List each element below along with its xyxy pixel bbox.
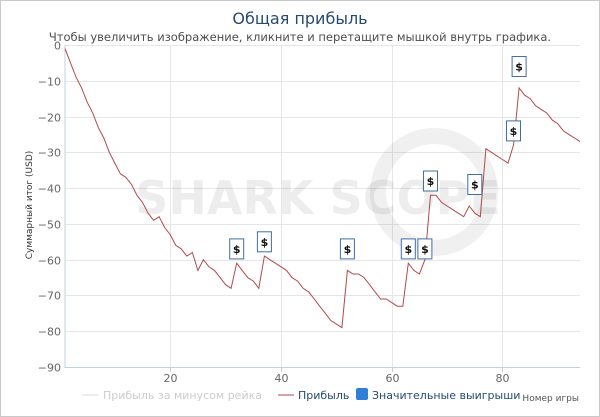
- win-marker-symbol: $: [404, 243, 412, 256]
- win-marker-box: [467, 174, 483, 195]
- win-marker[interactable]: $: [506, 120, 521, 142]
- win-marker-box: [339, 238, 355, 260]
- win-marker-symbol: $: [427, 175, 435, 188]
- y-tick-label: −90: [38, 362, 61, 375]
- legend-label-wins: Значительные выигрыши: [372, 389, 520, 402]
- chart-title: Общая прибыль: [232, 9, 368, 28]
- x-tick-label: 60: [386, 372, 400, 385]
- win-marker[interactable]: $: [417, 238, 433, 260]
- win-marker[interactable]: $: [467, 174, 483, 195]
- y-tick-label: −30: [38, 147, 61, 160]
- legend-label-rakeless: Прибыль за минусом рейка: [103, 389, 262, 402]
- x-tick-label: 40: [275, 372, 289, 385]
- tick-labels: 0 −10 −20 −30 −40 −50 −60 −70 −80 −90 20 40 60 80: [38, 40, 510, 386]
- legend-label-profit: Прибыль: [298, 389, 349, 402]
- win-marker-symbol: $: [261, 236, 269, 249]
- win-marker[interactable]: $: [339, 238, 355, 260]
- win-marker[interactable]: $: [511, 56, 527, 77]
- legend[interactable]: Прибыль за минусом рейка Прибыль Значите…: [82, 388, 520, 402]
- win-marker-box: [506, 120, 521, 142]
- win-marker-box: [423, 170, 438, 192]
- win-marker-box: [256, 231, 272, 253]
- series-line-profit: [64, 48, 581, 329]
- significant-wins-markers[interactable]: $ $ $ $ $ $ $ $ $: [229, 56, 527, 260]
- x-tick-label: 20: [164, 372, 178, 385]
- y-tick-label: −70: [38, 290, 61, 303]
- win-marker-symbol: $: [344, 243, 352, 256]
- y-axis-label: Суммарный итог (USD): [25, 151, 35, 260]
- y-tick-label: −60: [38, 255, 61, 268]
- watermark-ring: [370, 128, 498, 256]
- series: [64, 48, 581, 329]
- y-tick-label: −80: [38, 326, 61, 339]
- win-marker-symbol: $: [510, 125, 518, 138]
- win-marker[interactable]: $: [400, 238, 416, 260]
- y-tick-label: 0: [54, 40, 61, 53]
- x-axis-label: Номер игры: [522, 394, 579, 404]
- y-tick-label: −40: [38, 183, 61, 196]
- y-tick-label: −10: [38, 76, 61, 89]
- x-tick-label: 80: [496, 372, 510, 385]
- legend-item-profit[interactable]: Прибыль: [278, 389, 349, 402]
- y-tick-label: −50: [38, 219, 61, 232]
- win-marker-box: [417, 238, 433, 260]
- legend-item-rakeless[interactable]: Прибыль за минусом рейка: [82, 389, 262, 402]
- grid-lines: [65, 45, 580, 372]
- win-marker-symbol: $: [471, 179, 479, 192]
- win-marker-box: [400, 238, 416, 260]
- chart-subtitle: Чтобы увеличить изображение, кликните и …: [48, 30, 552, 44]
- win-marker-symbol: $: [421, 243, 429, 256]
- watermark-text: SHARK SCOPE: [135, 171, 500, 225]
- axes: Суммарный итог (USD) Номер игры: [25, 45, 580, 404]
- y-tick-label: −20: [38, 112, 61, 125]
- win-marker-box: [229, 238, 245, 260]
- watermark: SHARK SCOPE: [135, 128, 501, 256]
- win-marker[interactable]: $: [423, 170, 438, 192]
- win-marker-symbol: $: [233, 243, 241, 256]
- win-marker[interactable]: $: [229, 238, 245, 260]
- legend-swatch-wins: [356, 388, 368, 400]
- win-marker-box: [511, 56, 527, 77]
- legend-item-wins[interactable]: Значительные выигрыши: [356, 388, 520, 402]
- win-marker-symbol: $: [515, 61, 523, 74]
- win-marker[interactable]: $: [256, 231, 272, 253]
